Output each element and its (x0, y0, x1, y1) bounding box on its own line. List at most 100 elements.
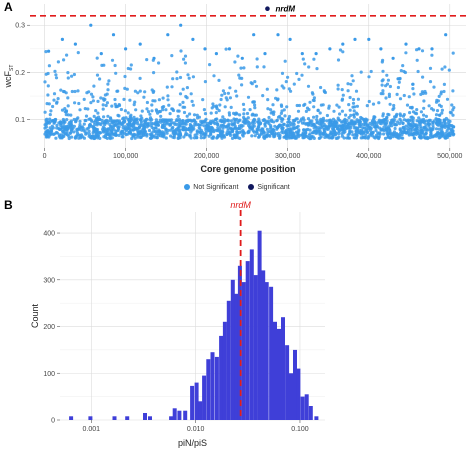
scatter-point (401, 64, 405, 68)
scatter-point (157, 133, 161, 137)
scatter-point (236, 54, 240, 58)
scatter-point (310, 119, 314, 123)
scatter-point (117, 103, 122, 108)
scatter-peak-point (47, 49, 51, 53)
scatter-point (238, 113, 242, 117)
scatter-point (327, 134, 331, 138)
scatter-point (170, 54, 174, 58)
scatter-point (46, 84, 50, 88)
scatter-point (451, 130, 455, 134)
scatter-point (306, 117, 311, 121)
histogram-bar (285, 345, 290, 420)
x-tick-label: 400,000 (356, 153, 381, 160)
scatter-point (331, 123, 335, 127)
scatter-point (187, 126, 191, 131)
scatter-point (155, 120, 159, 124)
scatter-point (315, 121, 319, 125)
scatter-point (230, 129, 235, 134)
scatter-peak-point (191, 37, 195, 42)
scatter-point (337, 132, 341, 136)
scatter-point (389, 121, 393, 125)
scatter-point (255, 127, 259, 131)
scatter-point (386, 78, 390, 82)
scatter-point (312, 115, 316, 119)
scatter-point (92, 136, 97, 140)
scatter-point (417, 132, 421, 136)
scatter-point (175, 70, 179, 74)
scatter-point (176, 128, 180, 132)
scatter-point (123, 109, 127, 113)
scatter-point (306, 123, 310, 127)
scatter-point (349, 113, 353, 117)
scatter-point (412, 122, 416, 126)
scatter-point (242, 108, 246, 112)
scatter-point (280, 71, 285, 75)
scatter-point (137, 125, 142, 129)
scatter-point (245, 111, 250, 116)
scatter-point (435, 117, 439, 122)
scatter-point (382, 132, 386, 136)
scatter-point (167, 118, 171, 122)
scatter-point (70, 89, 74, 94)
scatter-point (447, 68, 451, 72)
scatter-peak-point (404, 42, 408, 46)
scatter-point (189, 130, 193, 134)
scatter-point (260, 132, 264, 136)
legend-label-significant: Significant (257, 183, 290, 191)
scatter-point (402, 113, 406, 117)
scatter-point (143, 90, 147, 94)
histogram-bar (125, 416, 130, 420)
scatter-point (315, 118, 319, 122)
scatter-point (132, 115, 136, 119)
scatter-point (268, 134, 272, 138)
scatter-point (340, 97, 345, 101)
scatter-point (65, 133, 69, 137)
scatter-point (387, 128, 391, 132)
scatter-point (126, 122, 130, 126)
scatter-point (78, 119, 82, 123)
scatter-peak-point (60, 37, 64, 42)
scatter-point (132, 125, 136, 129)
scatter-point (415, 58, 419, 62)
scatter-point (49, 109, 53, 113)
scatter-point (353, 120, 357, 124)
scatter-point (69, 113, 73, 117)
pin-pis-histogram-chart: nrdM 0 100 200 300 400 0.001 0.010 0.100 piN/piS C… (30, 200, 325, 448)
scatter-point (237, 73, 241, 77)
scatter-point (134, 118, 139, 122)
scatter-point (285, 105, 289, 109)
scatter-point (355, 104, 359, 108)
scatter-point (346, 82, 350, 86)
scatter-point (165, 131, 169, 135)
scatter-point (333, 130, 337, 134)
scatter-point (161, 108, 165, 112)
histogram-bar (69, 416, 74, 420)
scatter-point (55, 126, 59, 130)
scatter-point (428, 66, 433, 70)
scatter-point (354, 89, 359, 93)
scatter-point (138, 89, 142, 93)
scatter-point (96, 134, 100, 138)
scatter-point (295, 103, 299, 108)
legend-swatch-significant (248, 184, 255, 190)
y-tick-label: 300 (43, 277, 55, 284)
scatter-point (225, 119, 229, 123)
scatter-point (393, 126, 397, 131)
scatter-point (168, 112, 172, 116)
scatter-point (402, 125, 406, 129)
scatter-point (384, 125, 389, 129)
scatter-point (166, 94, 170, 98)
scatter-point (214, 117, 218, 122)
scatter-point (207, 134, 211, 138)
scatter-point (189, 136, 193, 140)
scatter-point (351, 101, 356, 105)
scatter-point (59, 136, 64, 140)
scatter-point (190, 126, 194, 131)
scatter-point (194, 120, 198, 124)
scatter-point (164, 127, 168, 131)
scatter-point (388, 84, 392, 89)
scatter-peak-point (240, 56, 244, 60)
scatter-point (211, 102, 215, 106)
scatter-point (65, 118, 69, 122)
scatter-point (43, 80, 47, 84)
